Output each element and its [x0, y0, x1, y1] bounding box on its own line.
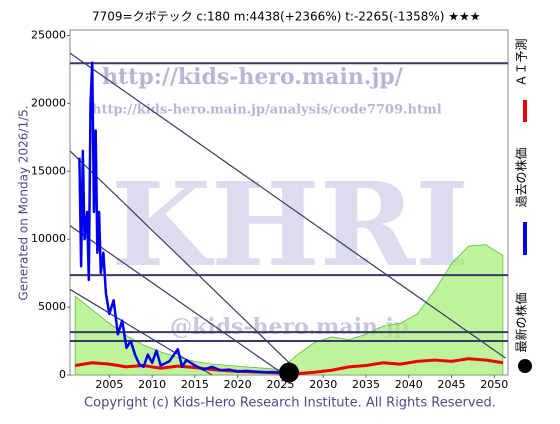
x-tick-label: 2035 — [352, 378, 380, 391]
watermark: KHRI — [111, 158, 469, 293]
latest-point — [279, 362, 299, 383]
y-tick-label: 20000 — [31, 96, 66, 109]
watermark: http://kids-hero.main.jp/analysis/code77… — [92, 103, 442, 118]
footer: Copyright (c) Kids-Hero Research Institu… — [84, 396, 496, 411]
x-tick-label: 2040 — [395, 378, 423, 391]
legend-label: 最新の株価 — [514, 292, 529, 352]
watermark: http://kids-hero.main.jp/ — [102, 64, 404, 90]
trend-line — [70, 225, 286, 375]
forecast-band — [74, 244, 504, 375]
y-tick-label: 25000 — [31, 28, 66, 41]
series-line — [78, 61, 281, 374]
x-tick-label: 2010 — [138, 378, 166, 391]
x-tick-label: 2030 — [309, 378, 337, 391]
watermarks: http://kids-hero.main.jp/ http://kids-he… — [92, 64, 469, 340]
legend-swatch — [518, 359, 532, 373]
x-tick-label: 2015 — [181, 378, 209, 391]
legend-label: ＡＩ予測 — [515, 38, 529, 86]
y-tick-label: 10000 — [31, 232, 66, 245]
trend-line — [70, 150, 303, 375]
trend-line — [70, 52, 506, 359]
y-tick-label: 5000 — [38, 300, 66, 313]
side-text: Generated on Monday 2026/1/5. — [17, 105, 31, 300]
legend-label: 過去の株価 — [514, 147, 529, 207]
y-tick-label: 0 — [59, 368, 66, 381]
x-tick-label: 2045 — [438, 378, 466, 391]
chart-title: 7709=クボテック c:180 m:4438(+2366%) t:-2265(… — [92, 10, 481, 24]
x-tick-label: 2020 — [224, 378, 252, 391]
y-tick-label: 15000 — [31, 164, 66, 177]
x-tick-label: 2050 — [480, 378, 508, 391]
x-tick-label: 2005 — [95, 378, 123, 391]
